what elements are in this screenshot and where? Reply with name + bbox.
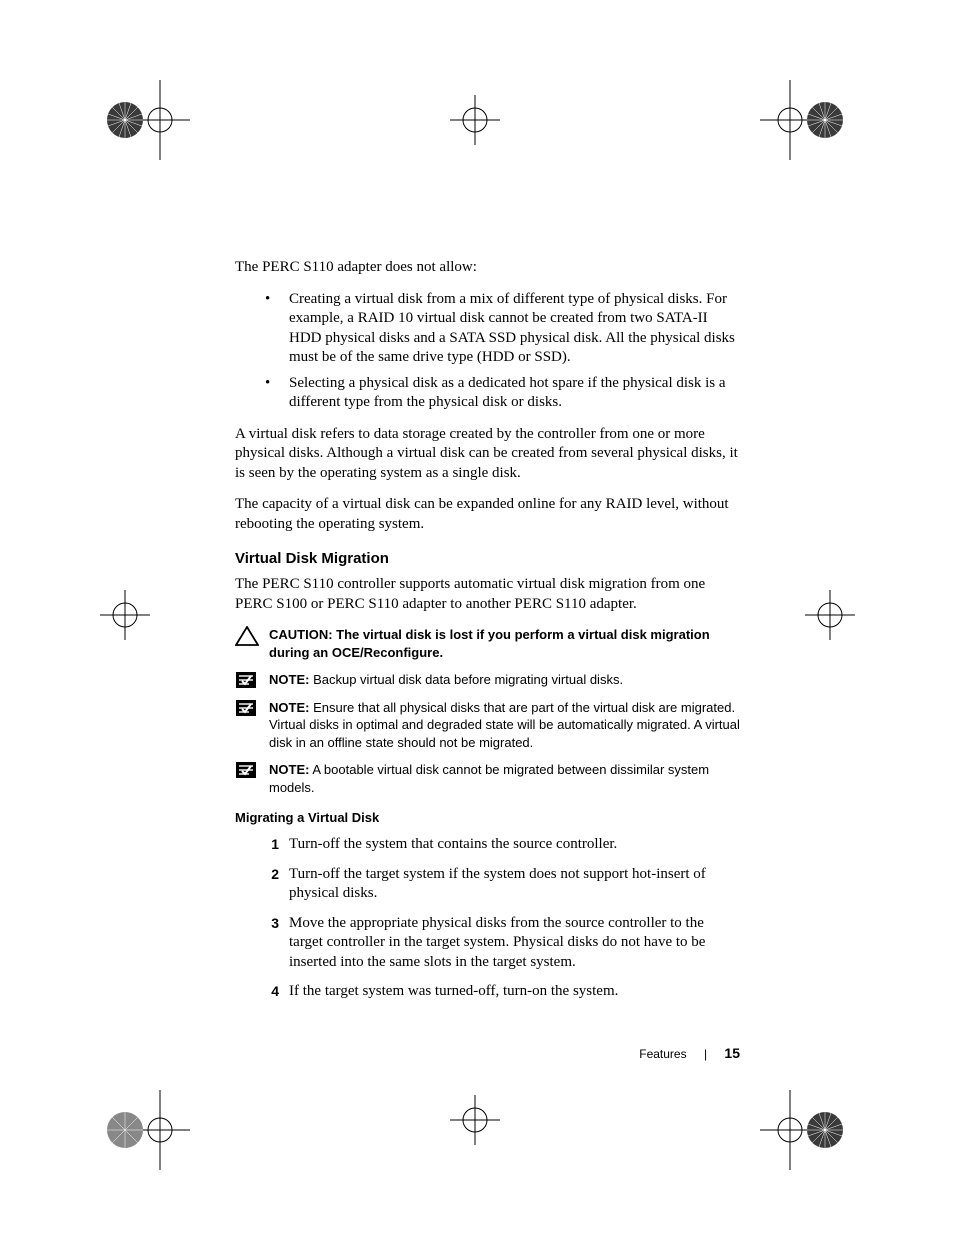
note-label: NOTE:: [269, 762, 309, 777]
note-label: NOTE:: [269, 672, 309, 687]
caution-text: The virtual disk is lost if you perform …: [269, 627, 710, 660]
page-footer: Features | 15: [639, 1045, 740, 1061]
crop-mark-top-center: [445, 95, 505, 155]
page-number: 15: [724, 1045, 740, 1061]
body-paragraph: The capacity of a virtual disk can be ex…: [235, 495, 740, 534]
procedure-step: 3 Move the appropriate physical disks fr…: [259, 914, 740, 973]
procedure-step: 4 If the target system was turned-off, t…: [259, 982, 740, 1002]
crop-mark-bottom-center: [445, 1095, 505, 1155]
section-heading: Virtual Disk Migration: [235, 550, 740, 567]
step-text: Turn-off the system that contains the so…: [289, 836, 617, 852]
note-icon: [235, 699, 259, 717]
caution-callout: CAUTION: The virtual disk is lost if you…: [235, 626, 740, 661]
intro-lead: The PERC S110 adapter does not allow:: [235, 258, 740, 278]
footer-section: Features: [639, 1047, 686, 1061]
note-text: Backup virtual disk data before migratin…: [313, 672, 623, 687]
note-callout: NOTE: Ensure that all physical disks tha…: [235, 699, 740, 752]
bullet-item: Creating a virtual disk from a mix of di…: [265, 290, 740, 368]
bullet-list: Creating a virtual disk from a mix of di…: [265, 290, 740, 413]
note-callout: NOTE: A bootable virtual disk cannot be …: [235, 761, 740, 796]
bullet-item: Selecting a physical disk as a dedicated…: [265, 374, 740, 413]
crop-mark-left-mid: [95, 590, 155, 650]
step-number: 4: [259, 982, 279, 1000]
page-content: The PERC S110 adapter does not allow: Cr…: [235, 258, 740, 1012]
note-icon: [235, 671, 259, 689]
crop-mark-outer-tl: [70, 80, 190, 200]
crop-mark-outer-tr: [760, 80, 880, 200]
note-text: A bootable virtual disk cannot be migrat…: [269, 762, 709, 795]
step-text: If the target system was turned-off, tur…: [289, 983, 618, 999]
note-text: Ensure that all physical disks that are …: [269, 700, 740, 750]
procedure-step: 1 Turn-off the system that contains the …: [259, 835, 740, 855]
body-paragraph: A virtual disk refers to data storage cr…: [235, 425, 740, 484]
crop-mark-outer-br: [760, 1070, 880, 1190]
step-text: Move the appropriate physical disks from…: [289, 915, 705, 970]
step-number: 1: [259, 835, 279, 853]
procedure-step: 2 Turn-off the target system if the syst…: [259, 865, 740, 904]
crop-mark-outer-bl: [70, 1070, 190, 1190]
step-number: 2: [259, 865, 279, 883]
crop-mark-right-mid: [800, 590, 860, 650]
note-label: NOTE:: [269, 700, 309, 715]
note-callout: NOTE: Backup virtual disk data before mi…: [235, 671, 740, 689]
caution-icon: [235, 626, 259, 644]
footer-separator: |: [704, 1047, 707, 1061]
procedure-list: 1 Turn-off the system that contains the …: [259, 835, 740, 1002]
procedure-heading: Migrating a Virtual Disk: [235, 810, 740, 825]
step-text: Turn-off the target system if the system…: [289, 866, 706, 902]
step-number: 3: [259, 914, 279, 932]
caution-label: CAUTION:: [269, 627, 333, 642]
section-paragraph: The PERC S110 controller supports automa…: [235, 575, 740, 614]
note-icon: [235, 761, 259, 779]
